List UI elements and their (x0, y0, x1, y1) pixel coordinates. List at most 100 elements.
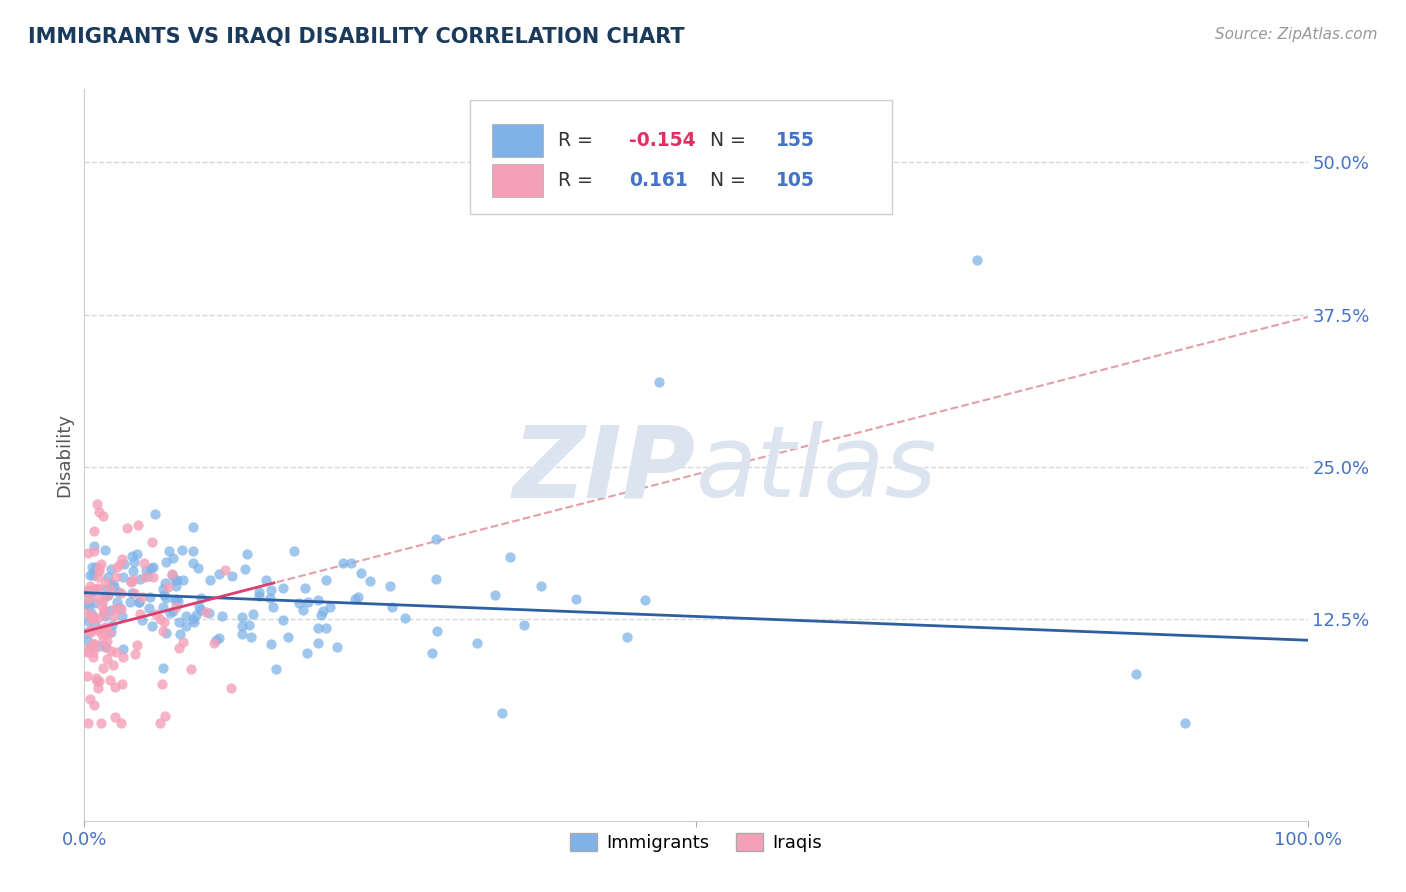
Point (91, 661, 114, 675)
Point (319, 600, 342, 615)
Point (343, 592, 366, 607)
Point (153, 588, 176, 602)
Point (153, 709, 176, 723)
Text: R =: R = (558, 171, 605, 190)
Point (101, 658, 124, 673)
Point (238, 617, 260, 632)
Point (122, 586, 145, 600)
Point (142, 560, 165, 574)
Point (103, 579, 125, 593)
Point (87, 591, 110, 606)
Point (83, 544, 105, 558)
Point (94, 589, 117, 603)
Point (97, 588, 120, 602)
Point (104, 600, 127, 615)
Point (165, 599, 187, 614)
Text: Source: ZipAtlas.com: Source: ZipAtlas.com (1215, 27, 1378, 42)
Point (152, 661, 174, 675)
Point (110, 602, 132, 616)
Point (77, 716, 100, 731)
Point (122, 555, 145, 569)
Point (292, 603, 315, 617)
Point (260, 583, 283, 598)
Point (181, 543, 204, 558)
Point (90, 716, 112, 731)
Point (120, 595, 142, 609)
Point (174, 609, 197, 624)
Point (499, 549, 522, 564)
Point (128, 573, 150, 587)
Point (84, 560, 107, 574)
Point (80, 624, 103, 638)
Point (132, 557, 155, 571)
Point (259, 591, 281, 606)
Point (75, 643, 97, 657)
Point (426, 624, 449, 638)
Point (93, 620, 115, 634)
Point (87, 611, 110, 625)
Point (86, 570, 108, 584)
Point (172, 573, 194, 587)
Point (80, 624, 103, 639)
Point (1125, 667, 1147, 681)
Point (84, 671, 107, 685)
Point (152, 599, 174, 614)
Point (75, 626, 97, 640)
Point (79, 598, 101, 612)
Point (648, 375, 671, 389)
Point (89, 505, 111, 519)
Point (141, 561, 163, 575)
Point (143, 507, 166, 521)
Point (76, 614, 98, 628)
Point (97, 570, 120, 584)
Point (394, 611, 416, 625)
Point (190, 602, 212, 616)
Point (83, 698, 105, 712)
Text: ZIP: ZIP (513, 421, 696, 518)
Point (128, 595, 150, 609)
Point (129, 607, 152, 622)
Point (312, 604, 335, 618)
Point (231, 627, 253, 641)
Point (260, 637, 283, 651)
Point (94, 640, 117, 654)
Text: atlas: atlas (696, 421, 938, 518)
Point (84, 617, 107, 632)
Point (100, 577, 122, 591)
Point (491, 706, 513, 720)
Point (94, 609, 117, 624)
Point (162, 604, 184, 618)
Text: IMMIGRANTS VS IRAQI DISABILITY CORRELATION CHART: IMMIGRANTS VS IRAQI DISABILITY CORRELATI… (28, 27, 685, 46)
Point (77, 583, 100, 598)
Point (75, 583, 97, 598)
Point (616, 631, 638, 645)
Point (271, 614, 294, 628)
Point (91, 632, 114, 647)
Point (94, 543, 117, 558)
Point (82, 568, 104, 582)
Point (153, 615, 176, 629)
Point (183, 520, 205, 534)
Point (145, 607, 167, 621)
Point (183, 615, 205, 629)
Point (90, 626, 112, 640)
Point (139, 590, 162, 604)
Point (122, 564, 145, 578)
Point (165, 578, 187, 592)
Point (198, 606, 221, 620)
Point (235, 547, 257, 561)
Point (315, 573, 337, 587)
FancyBboxPatch shape (492, 124, 543, 157)
Point (75, 597, 97, 611)
Point (76, 591, 98, 606)
Point (83, 524, 105, 538)
Point (231, 610, 253, 624)
Point (152, 624, 174, 638)
Point (83, 564, 105, 578)
Point (149, 716, 172, 731)
Point (100, 603, 122, 617)
Point (76, 669, 98, 683)
Point (163, 574, 186, 588)
Point (155, 625, 177, 640)
Point (111, 677, 134, 691)
